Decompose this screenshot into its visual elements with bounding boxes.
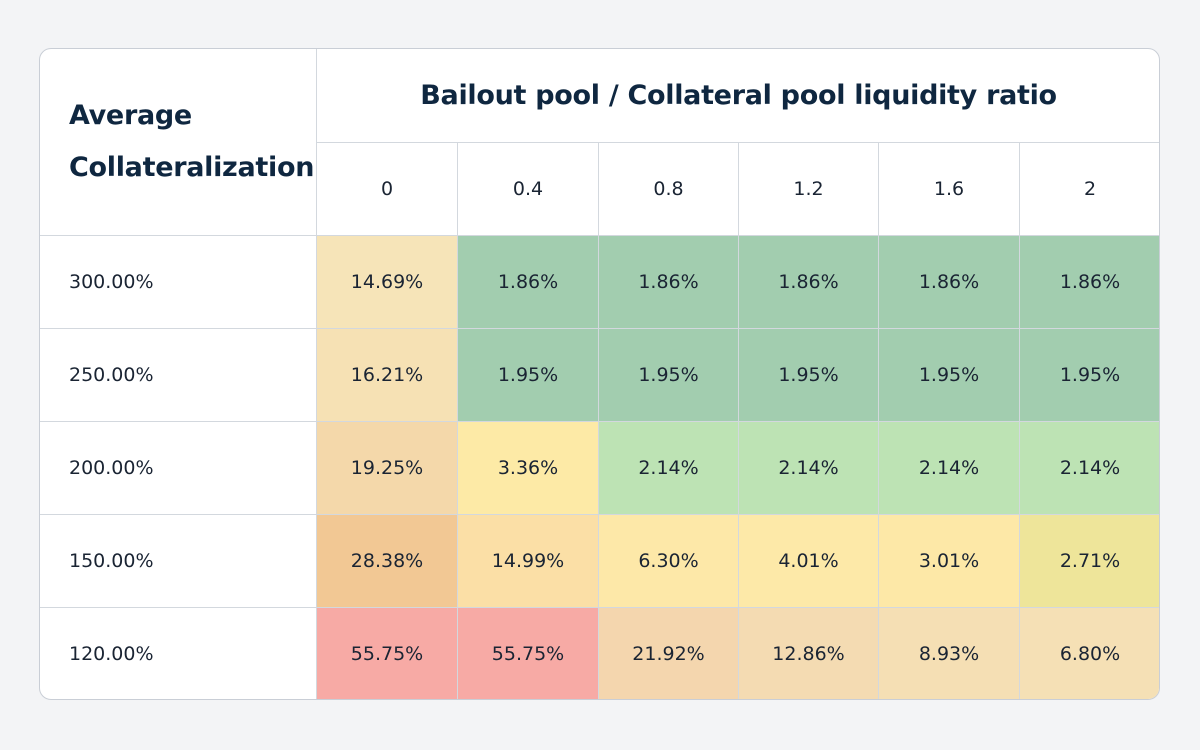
heatmap-cell: 1.86% xyxy=(738,235,879,329)
table-row: 250.00% 16.21% 1.95% 1.95% 1.95% 1.95% 1.95% xyxy=(40,328,1159,422)
heatmap-cell: 8.93% xyxy=(878,607,1020,699)
row-header-label-line-1: Average xyxy=(69,100,192,131)
heatmap-cell: 55.75% xyxy=(316,607,458,699)
heatmap-cell: 55.75% xyxy=(457,607,599,699)
heatmap-cell: 12.86% xyxy=(738,607,879,699)
column-group-label: Bailout pool / Collateral pool liquidity… xyxy=(315,49,1159,143)
column-header-3: 1.2 xyxy=(738,142,879,236)
row-label: 150.00% xyxy=(40,514,317,608)
heatmap-cell: 3.01% xyxy=(878,514,1020,608)
column-header-4: 1.6 xyxy=(878,142,1020,236)
row-label: 250.00% xyxy=(40,328,317,422)
heatmap-cell: 2.14% xyxy=(1018,421,1159,515)
heatmap-body: 300.00% 14.69% 1.86% 1.86% 1.86% 1.86% 1.86% 25… xyxy=(40,235,1159,699)
heatmap-cell: 1.86% xyxy=(598,235,739,329)
table-row: 300.00% 14.69% 1.86% 1.86% 1.86% 1.86% 1.86% xyxy=(40,235,1159,329)
column-header-1: 0.4 xyxy=(457,142,599,236)
row-label: 200.00% xyxy=(40,421,317,515)
heatmap-cell: 6.80% xyxy=(1018,607,1159,699)
heatmap-cell: 6.30% xyxy=(598,514,739,608)
heatmap-cell: 2.71% xyxy=(1018,514,1159,608)
heatmap-cell: 1.95% xyxy=(457,328,599,422)
column-header-5: 2 xyxy=(1018,142,1159,236)
heatmap-cell: 2.14% xyxy=(878,421,1020,515)
heatmap-cell: 1.86% xyxy=(457,235,599,329)
table-row: 150.00% 28.38% 14.99% 6.30% 4.01% 3.01% 2.71% xyxy=(40,514,1159,608)
heatmap-cell: 28.38% xyxy=(316,514,458,608)
heatmap-cell: 1.86% xyxy=(878,235,1020,329)
heatmap-cell: 21.92% xyxy=(598,607,739,699)
heatmap-cell: 19.25% xyxy=(316,421,458,515)
heatmap-cell: 1.86% xyxy=(1018,235,1159,329)
column-header-2: 0.8 xyxy=(598,142,739,236)
heatmap-cell: 1.95% xyxy=(738,328,879,422)
row-label: 120.00% xyxy=(40,607,317,699)
heatmap-cell: 16.21% xyxy=(316,328,458,422)
heatmap-cell: 14.69% xyxy=(316,235,458,329)
table-row: 120.00% 55.75% 55.75% 21.92% 12.86% 8.93% 6.80… xyxy=(40,607,1159,699)
row-header-label: Average Collateralization xyxy=(40,49,317,236)
column-header-0: 0 xyxy=(316,142,458,236)
heatmap-table-frame: Average Collateralization Bailout pool /… xyxy=(39,48,1160,700)
heatmap-cell: 3.36% xyxy=(457,421,599,515)
heatmap-cell: 2.14% xyxy=(598,421,739,515)
table-row: 200.00% 19.25% 3.36% 2.14% 2.14% 2.14% 2.14% xyxy=(40,421,1159,515)
heatmap-table: Average Collateralization Bailout pool /… xyxy=(40,49,1159,699)
heatmap-cell: 4.01% xyxy=(738,514,879,608)
heatmap-cell: 1.95% xyxy=(878,328,1020,422)
heatmap-cell: 14.99% xyxy=(457,514,599,608)
heatmap-cell: 1.95% xyxy=(1018,328,1159,422)
row-header-label-line-2: Collateralization xyxy=(69,152,315,183)
row-label: 300.00% xyxy=(40,235,317,329)
column-header-row: 0 0.4 0.8 1.2 1.6 2 xyxy=(40,142,1159,236)
heatmap-cell: 2.14% xyxy=(738,421,879,515)
heatmap-cell: 1.95% xyxy=(598,328,739,422)
